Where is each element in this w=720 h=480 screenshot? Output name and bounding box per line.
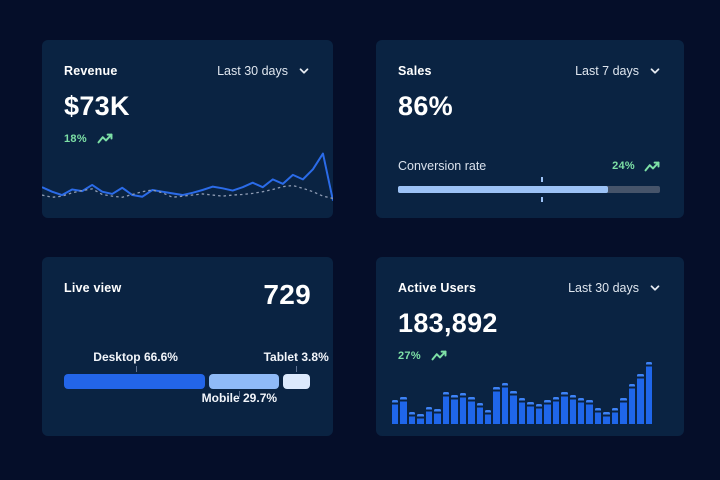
sales-value: 86% [398, 91, 453, 121]
bar [577, 397, 585, 424]
progress-marker-bottom [541, 197, 544, 202]
bar [586, 400, 593, 424]
bar [451, 395, 458, 424]
revenue-value: $73K [64, 91, 130, 121]
bar [637, 374, 644, 424]
bar [442, 391, 450, 424]
bar [518, 397, 526, 424]
revenue-range-selector[interactable]: Last 30 days [217, 64, 311, 78]
bar [459, 393, 467, 424]
bar [510, 390, 517, 424]
revenue-delta-value: 18% [64, 132, 87, 145]
progress-marker-top [541, 177, 544, 182]
active-users-value: 183,892 [398, 308, 498, 338]
bar [645, 362, 653, 424]
bar [484, 410, 492, 424]
active-users-card-title: Active Users [398, 281, 477, 295]
chevron-down-icon [299, 68, 309, 74]
bar [544, 400, 551, 424]
sales-card: Sales Last 7 days 86% Conversion rate 24… [376, 40, 684, 218]
stack-labels-top: Desktop 66.6% Tablet 3.8% [64, 350, 329, 372]
stack-labels-bottom: Mobile 29.7% [64, 391, 311, 415]
stack-label-tick [135, 366, 137, 372]
stack-label-desktop: Desktop 66.6% [93, 350, 178, 364]
active-users-range-label: Last 30 days [568, 281, 639, 295]
revenue-card-title: Revenue [64, 64, 118, 78]
stack-label-tick [296, 366, 298, 372]
conversion-progress-bar [398, 177, 660, 202]
conversion-rate-label: Conversion rate [398, 159, 487, 173]
active-users-range-selector[interactable]: Last 30 days [568, 281, 662, 295]
live-view-card: Live view 729 Desktop 66.6% Tablet 3.8% M… [42, 257, 333, 436]
stack-segment-mobile [208, 374, 280, 389]
bar [493, 386, 500, 424]
conversion-delta-value: 24% [612, 160, 635, 172]
conversion-delta-badge: 24% [612, 160, 660, 173]
trending-up-icon [431, 350, 447, 361]
active-users-delta-value: 27% [398, 349, 421, 362]
bar [628, 384, 636, 424]
bar [408, 411, 416, 424]
stack-segment-tablet [283, 374, 311, 389]
bar [501, 383, 509, 424]
stack-label-mobile: Mobile 29.7% [201, 391, 278, 405]
sales-card-title: Sales [398, 64, 432, 78]
bar [603, 411, 610, 424]
bar [552, 396, 560, 424]
revenue-range-label: Last 30 days [217, 64, 288, 78]
bar [527, 401, 534, 424]
bar [392, 400, 399, 424]
bar [594, 407, 602, 424]
stack-segment-desktop [64, 374, 205, 389]
sales-range-label: Last 7 days [575, 64, 639, 78]
bar [535, 404, 543, 424]
live-view-card-title: Live view [64, 281, 122, 295]
bar [569, 395, 576, 424]
bar [620, 397, 627, 424]
chevron-down-icon [650, 68, 660, 74]
device-split-block: Desktop 66.6% Tablet 3.8% Mobile 29.7% [64, 350, 329, 415]
bar [417, 414, 424, 424]
progress-fill [398, 186, 608, 193]
bar [400, 396, 407, 424]
revenue-delta-badge: 18% [64, 132, 311, 145]
active-users-card: Active Users Last 30 days 183,892 27% [376, 257, 684, 436]
bar [561, 391, 568, 424]
trending-up-icon [97, 133, 113, 144]
stack-label-tablet: Tablet 3.8% [263, 350, 329, 364]
revenue-line-chart [42, 145, 333, 207]
bar [434, 409, 441, 424]
bar [476, 402, 483, 424]
active-users-delta-badge: 27% [398, 349, 662, 362]
active-users-bar-chart [392, 362, 653, 424]
device-stacked-bar [64, 374, 311, 389]
trending-up-icon [644, 161, 660, 171]
revenue-card: Revenue Last 30 days $73K 18% [42, 40, 333, 218]
stack-label-tick [239, 391, 241, 397]
bar [425, 406, 433, 424]
bar [468, 396, 475, 424]
live-view-value: 729 [263, 279, 311, 310]
chevron-down-icon [650, 285, 660, 291]
bar [611, 407, 619, 424]
sales-range-selector[interactable]: Last 7 days [575, 64, 662, 78]
